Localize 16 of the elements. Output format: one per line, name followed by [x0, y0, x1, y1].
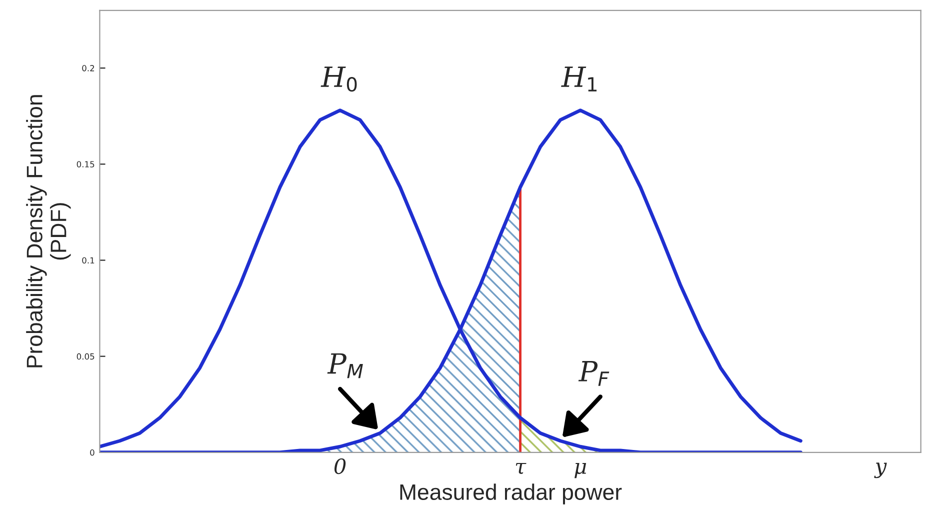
x-tick-label: τ: [516, 462, 526, 474]
y-axis-title: Probability Density Function (PDF): [26, 95, 71, 368]
line-series: [100, 108, 802, 452]
y-tick-label: 0.1: [82, 257, 94, 264]
y-tick-label: 0.15: [76, 161, 94, 168]
x-tick-label: 0: [334, 458, 346, 474]
x-tick-label: y: [874, 462, 887, 478]
annotation: H$_{1}$: [561, 66, 597, 92]
y-tick-label: 0: [90, 449, 94, 456]
x-axis-title: Measured radar power: [400, 484, 622, 504]
y-tick-label: 0.2: [82, 65, 94, 72]
y-tick-label: 0.05: [76, 353, 94, 360]
annotation: H$_{0}$: [320, 66, 357, 92]
annotation: P$_{M}$: [327, 353, 363, 378]
x-tick-label: μ: [574, 462, 586, 478]
annotation: P$_{F}$: [578, 361, 610, 386]
